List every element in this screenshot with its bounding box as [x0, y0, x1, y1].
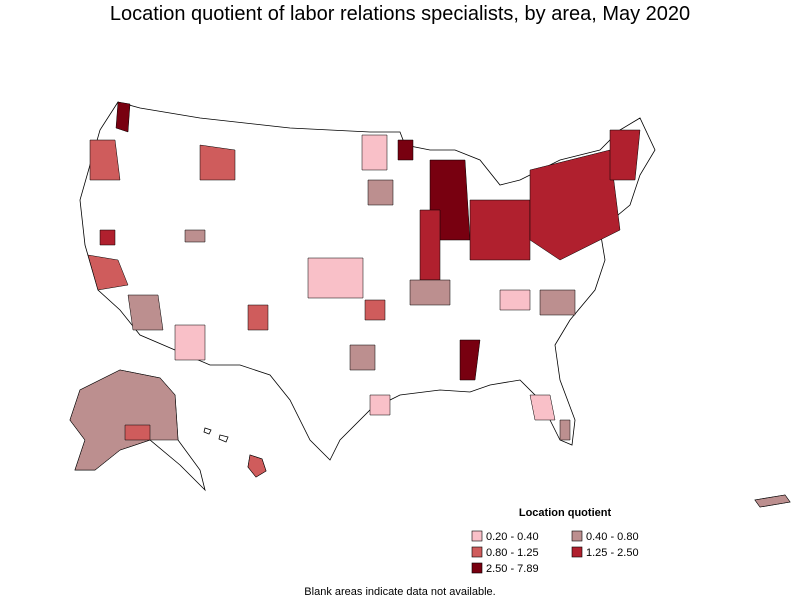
area [115, 101, 131, 133]
legend-label: 2.50 - 7.89 [486, 563, 539, 575]
area [89, 139, 121, 181]
footnote: Blank areas indicate data not available. [304, 586, 495, 598]
area [367, 179, 394, 206]
area [124, 424, 151, 441]
area [364, 299, 386, 321]
area [609, 129, 641, 181]
area [529, 394, 556, 421]
legend: Location quotient 0.20 - 0.40 0.40 - 0.80… [471, 507, 639, 575]
area [99, 229, 116, 246]
area [754, 494, 791, 508]
area [349, 344, 376, 371]
area [369, 394, 391, 416]
area [127, 294, 164, 331]
area [459, 339, 481, 381]
area [409, 279, 451, 306]
legend-swatch [471, 530, 483, 542]
area [559, 419, 571, 441]
area [247, 304, 269, 331]
area [361, 134, 388, 171]
area [529, 149, 621, 261]
us-map [69, 101, 791, 508]
area [539, 289, 576, 316]
area [184, 229, 206, 243]
legend-swatch [571, 546, 583, 558]
legend-swatch [571, 530, 583, 542]
legend-label: 0.80 - 1.25 [486, 547, 539, 559]
legend-swatch [471, 562, 483, 574]
area [87, 254, 129, 291]
area [307, 257, 364, 299]
area [199, 144, 236, 181]
legend-label: 0.40 - 0.80 [586, 531, 639, 543]
area [69, 369, 179, 471]
area [469, 199, 531, 261]
area [499, 289, 531, 311]
legend-swatch [471, 546, 483, 558]
area [247, 454, 267, 478]
area [397, 139, 414, 161]
legend-label: 1.25 - 2.50 [586, 547, 639, 559]
area [419, 209, 441, 281]
map-title: Location quotient of labor relations spe… [110, 3, 690, 25]
legend-label: 0.20 - 0.40 [486, 531, 539, 543]
legend-title: Location quotient [519, 507, 612, 519]
area [174, 324, 206, 361]
